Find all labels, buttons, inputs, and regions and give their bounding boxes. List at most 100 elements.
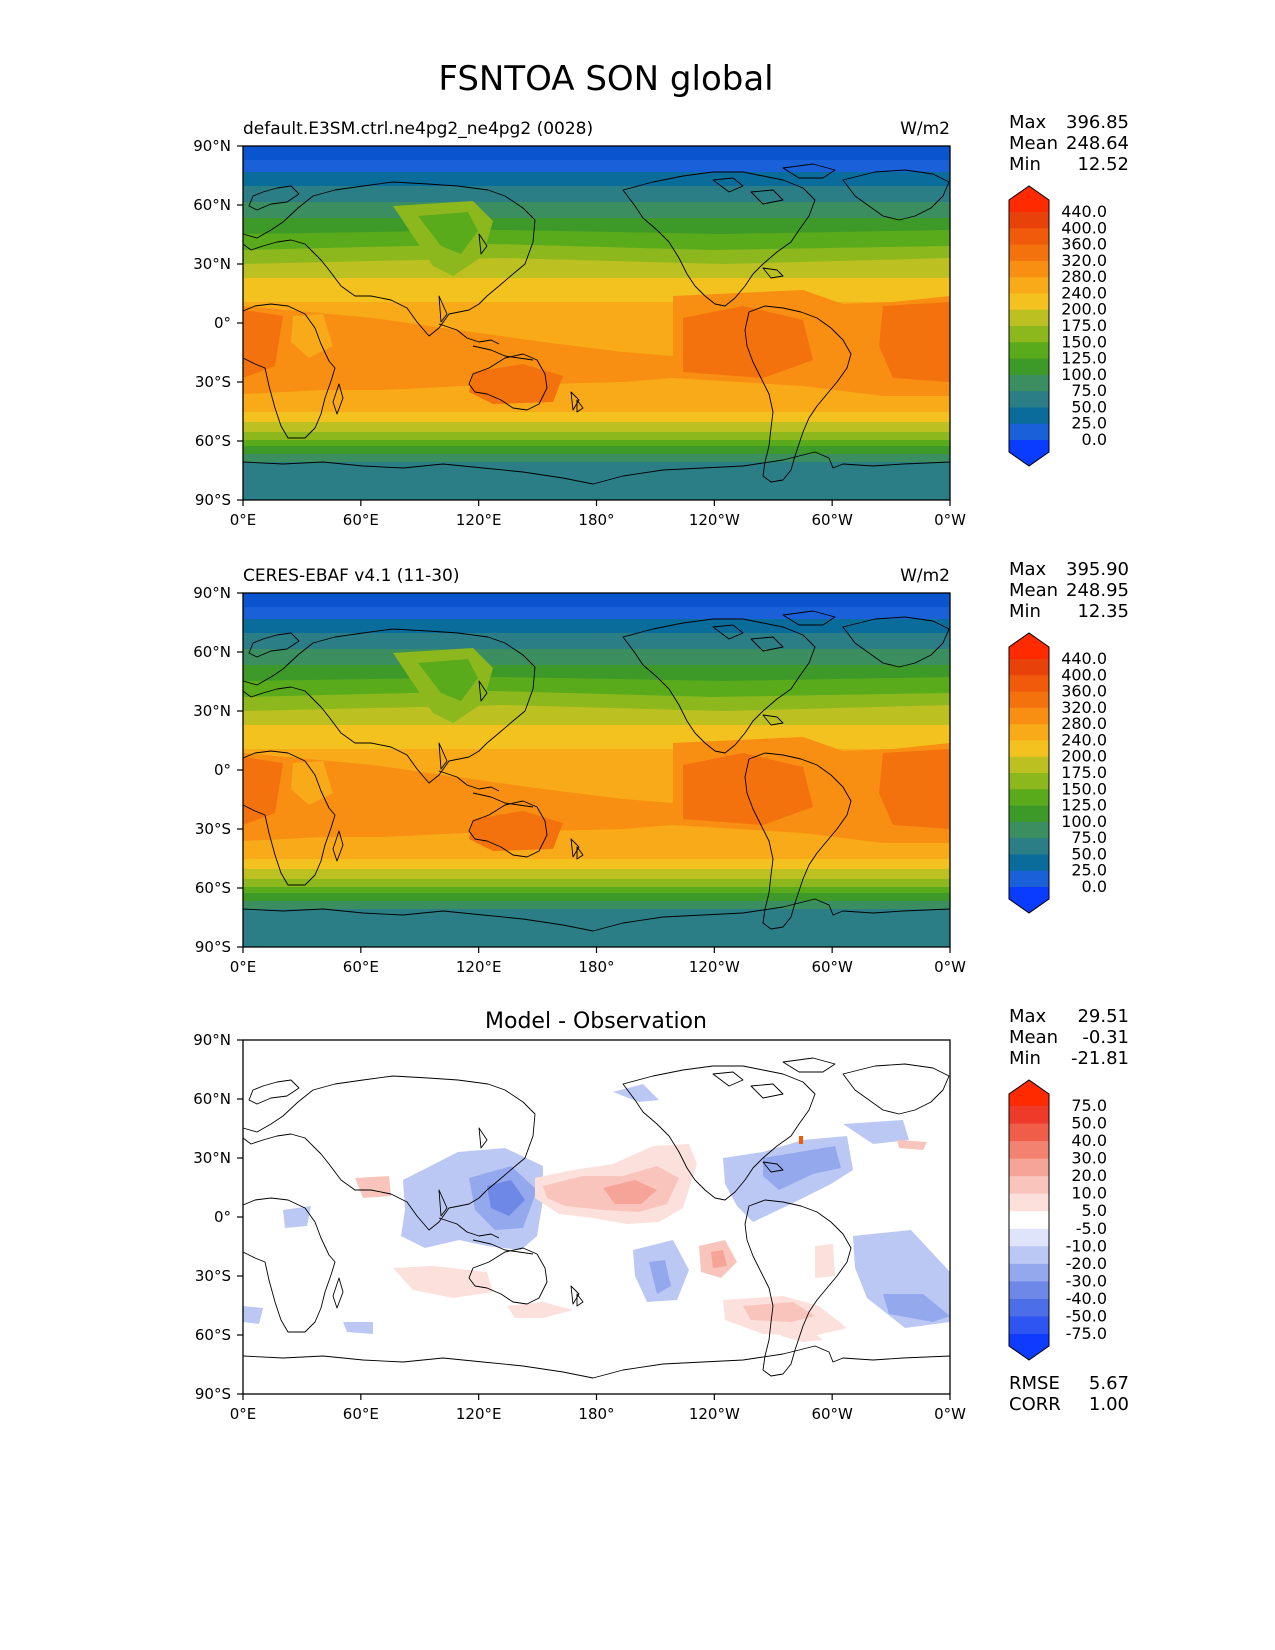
colorbar-tick-label: 280.0 [1061, 714, 1107, 733]
x-tick-label: 120°E [456, 958, 502, 976]
colorbar-tick-label: 125.0 [1061, 349, 1107, 368]
stat-label-min: Min [1009, 601, 1041, 622]
colorbar-bin [1009, 1141, 1049, 1160]
colorbar-bin [1009, 691, 1049, 709]
x-tick-label: 60°W [811, 958, 853, 976]
stats-diff: Max 29.51 Mean -0.31 Min -21.81 [1009, 1006, 1129, 1069]
x-tick-label: 180° [578, 1405, 614, 1423]
panel-diff: Model - Observation 90°N 60°N 30°N 0° 30°S 60… [193, 1009, 966, 1423]
panel-title: default.E3SM.ctrl.ne4pg2_ne4pg2 (0028) [243, 119, 593, 139]
y-tick-label: 30°S [195, 373, 231, 391]
colorbar-over-extension [1009, 186, 1049, 212]
colorbar-tick-label: 320.0 [1061, 698, 1107, 717]
colorbar-bin [1009, 391, 1049, 409]
colorbar-bin [1009, 870, 1049, 888]
x-tick-label: 120°E [456, 511, 502, 529]
y-tick-label: 90°S [195, 1385, 231, 1403]
stat-value-min: 12.35 [1077, 601, 1129, 622]
colorbar-bin [1009, 212, 1049, 229]
stat-value-mean: 248.95 [1066, 580, 1129, 601]
x-tick-label: 120°W [689, 511, 740, 529]
stat-value-mean: -0.31 [1082, 1027, 1129, 1048]
colorbar-under-extension [1009, 887, 1049, 913]
y-tick-label: 60°S [195, 1326, 231, 1344]
colorbar-tick-label: -10.0 [1066, 1236, 1107, 1255]
colorbar-bin [1009, 1123, 1049, 1142]
metrics-diff: RMSE 5.67 CORR 1.00 [1009, 1373, 1129, 1415]
colorbar-tick-label: 75.0 [1071, 381, 1107, 400]
panel-units: W/m2 [900, 119, 950, 139]
colorbar-bin [1009, 293, 1049, 311]
stat-value-max: 29.51 [1077, 1006, 1129, 1027]
colorbar-bin [1009, 707, 1049, 725]
stat-label-mean: Mean [1009, 580, 1058, 601]
colorbar-bin [1009, 1193, 1049, 1212]
colorbar-bin [1009, 1316, 1049, 1335]
colorbar-bin [1009, 1228, 1049, 1247]
stat-value-max: 396.85 [1066, 112, 1129, 133]
colorbar-tick-label: -20.0 [1066, 1254, 1107, 1273]
colorbar-tick-label: 280.0 [1061, 267, 1107, 286]
colorbar-bin [1009, 228, 1049, 246]
colorbar-bin [1009, 277, 1049, 295]
x-tick-label: 0°W [934, 511, 966, 529]
colorbar-bin [1009, 854, 1049, 872]
colorbar-bin [1009, 1298, 1049, 1318]
colorbar-outline [1008, 185, 1050, 467]
colorbar-under-extension [1009, 440, 1049, 466]
stat-label-max: Max [1009, 559, 1047, 580]
y-tick-label: 0° [214, 761, 231, 779]
x-axis: 0°E 60°E 120°E 180° 120°W 60°W 0°W [230, 947, 966, 976]
y-tick-label: 30°N [193, 1149, 231, 1167]
colorbar-bin [1009, 789, 1049, 807]
colorbar-bin [1009, 374, 1049, 392]
colorbar-bin [1009, 773, 1049, 790]
panel-model: default.E3SM.ctrl.ne4pg2_ne4pg2 (0028) W… [193, 119, 966, 529]
x-tick-label: 0°W [934, 1405, 966, 1423]
colorbar-tick-label: 75.0 [1071, 1096, 1107, 1115]
colorbar-tick-label: 0.0 [1082, 877, 1107, 896]
colorbar-over-extension [1009, 633, 1049, 659]
colorbar-tick-label: 150.0 [1061, 332, 1107, 351]
colorbar-tick-label: 440.0 [1061, 649, 1107, 668]
colorbar-tick-label: 175.0 [1061, 763, 1107, 782]
colorbar-bin [1009, 805, 1049, 823]
stat-value-min: -21.81 [1071, 1048, 1129, 1069]
colorbar-tick-label: 150.0 [1061, 779, 1107, 798]
colorbar-bin [1009, 423, 1049, 441]
colorbar-bin [1009, 1211, 1049, 1230]
y-tick-label: 90°S [195, 491, 231, 509]
colorbar-tick-label: 100.0 [1061, 365, 1107, 384]
colorbar-bin [1009, 740, 1049, 758]
colorbar-tick-label: 240.0 [1061, 730, 1107, 749]
stat-value-min: 12.52 [1077, 154, 1129, 175]
colorbar-tick-label: -5.0 [1076, 1219, 1107, 1238]
stat-value-mean: 248.64 [1066, 133, 1129, 154]
x-tick-label: 60°E [343, 1405, 379, 1423]
y-tick-label: 90°N [193, 1031, 231, 1049]
x-tick-label: 120°W [689, 958, 740, 976]
x-tick-label: 0°W [934, 958, 966, 976]
colorbar-tick-label: 400.0 [1061, 218, 1107, 237]
colorbar-tick-label: 5.0 [1082, 1201, 1107, 1220]
colorbar-tick-label: 175.0 [1061, 316, 1107, 335]
colorbar-bin [1009, 1158, 1049, 1177]
colorbar-tick-label: -75.0 [1066, 1324, 1107, 1343]
colorbar-bin [1009, 659, 1049, 676]
colorbar-model: 0.025.050.075.0100.0125.0150.0175.0200.0… [1008, 185, 1107, 467]
colorbar-tick-label: 360.0 [1061, 235, 1107, 254]
y-tick-label: 60°N [193, 1090, 231, 1108]
colorbar-outline [1008, 1079, 1050, 1361]
y-tick-label: 0° [214, 1208, 231, 1226]
colorbar-tick-label: 40.0 [1071, 1131, 1107, 1150]
colorbar-tick-label: 125.0 [1061, 796, 1107, 815]
metric-label-corr: CORR [1009, 1394, 1061, 1415]
colorbar-tick-label: 240.0 [1061, 283, 1107, 302]
colorbar-obs: 0.025.050.075.0100.0125.0150.0175.0200.0… [1008, 632, 1107, 914]
stat-label-max: Max [1009, 112, 1047, 133]
y-tick-label: 30°N [193, 702, 231, 720]
colorbar-tick-label: 50.0 [1071, 844, 1107, 863]
colorbar-bin [1009, 1246, 1049, 1265]
y-tick-label: 30°S [195, 1267, 231, 1285]
